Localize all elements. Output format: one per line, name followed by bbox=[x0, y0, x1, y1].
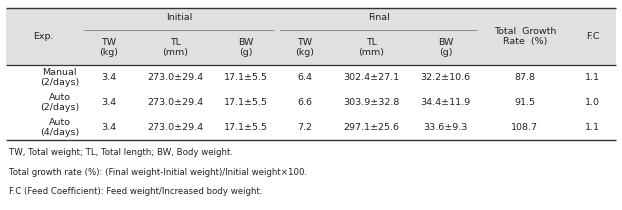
Text: 3.4: 3.4 bbox=[101, 98, 116, 107]
Text: Total growth rate (%): (Final weight-Initial weight)/Initial weight×100.: Total growth rate (%): (Final weight-Ini… bbox=[9, 168, 307, 177]
Text: 3.4: 3.4 bbox=[101, 73, 116, 82]
Text: 91.5: 91.5 bbox=[514, 98, 536, 107]
Text: TL
(mm): TL (mm) bbox=[358, 38, 384, 57]
Text: 108.7: 108.7 bbox=[511, 123, 539, 132]
Text: 6.6: 6.6 bbox=[297, 98, 312, 107]
Text: 1.1: 1.1 bbox=[585, 123, 600, 132]
Text: 7.2: 7.2 bbox=[297, 123, 312, 132]
Text: 273.0±29.4: 273.0±29.4 bbox=[147, 123, 203, 132]
Text: TW, Total weight; TL, Total length; BW, Body weight.: TW, Total weight; TL, Total length; BW, … bbox=[9, 148, 233, 157]
Text: 17.1±5.5: 17.1±5.5 bbox=[224, 123, 267, 132]
Text: 1.1: 1.1 bbox=[585, 73, 600, 82]
Text: TW
(kg): TW (kg) bbox=[99, 38, 118, 57]
Text: BW
(g): BW (g) bbox=[438, 38, 453, 57]
Text: 32.2±10.6: 32.2±10.6 bbox=[420, 73, 470, 82]
Bar bbox=[6, 8, 616, 30]
Bar bbox=[6, 30, 616, 65]
Text: 302.4±27.1: 302.4±27.1 bbox=[343, 73, 399, 82]
Text: 17.1±5.5: 17.1±5.5 bbox=[224, 98, 267, 107]
Text: Exp.: Exp. bbox=[34, 32, 54, 41]
Text: BW
(g): BW (g) bbox=[238, 38, 253, 57]
Text: F.C: F.C bbox=[586, 32, 600, 41]
Text: 3.4: 3.4 bbox=[101, 123, 116, 132]
Text: 33.6±9.3: 33.6±9.3 bbox=[423, 123, 468, 132]
Text: 273.0±29.4: 273.0±29.4 bbox=[147, 73, 203, 82]
Text: 303.9±32.8: 303.9±32.8 bbox=[343, 98, 399, 107]
Text: 17.1±5.5: 17.1±5.5 bbox=[224, 73, 267, 82]
Text: Total  Growth
Rate  (%): Total Growth Rate (%) bbox=[494, 27, 556, 46]
Text: 87.8: 87.8 bbox=[514, 73, 536, 82]
Text: F.C (Feed Coefficient): Feed weight/Increased body weight.: F.C (Feed Coefficient): Feed weight/Incr… bbox=[9, 187, 262, 196]
Text: 6.4: 6.4 bbox=[297, 73, 312, 82]
Text: Initial: Initial bbox=[166, 13, 192, 22]
Text: 273.0±29.4: 273.0±29.4 bbox=[147, 98, 203, 107]
Text: TW
(kg): TW (kg) bbox=[295, 38, 314, 57]
Text: 34.4±11.9: 34.4±11.9 bbox=[420, 98, 470, 107]
Text: 297.1±25.6: 297.1±25.6 bbox=[343, 123, 399, 132]
Text: Auto
(2/days): Auto (2/days) bbox=[40, 93, 79, 112]
Text: Manual
(2/days): Manual (2/days) bbox=[40, 68, 79, 87]
Text: Final: Final bbox=[368, 13, 389, 22]
Text: Auto
(4/days): Auto (4/days) bbox=[40, 118, 79, 137]
Text: 1.0: 1.0 bbox=[585, 98, 600, 107]
Text: TL
(mm): TL (mm) bbox=[162, 38, 188, 57]
